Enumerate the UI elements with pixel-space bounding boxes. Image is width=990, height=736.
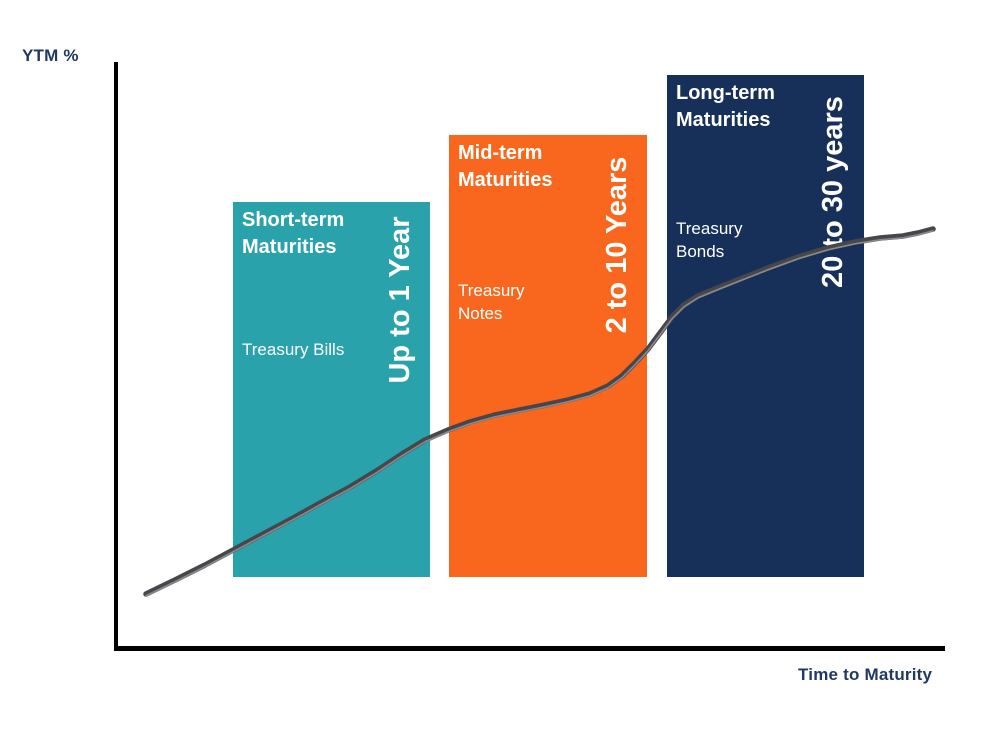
bar-long-term-security: Treasury Bonds	[676, 219, 743, 261]
bar-short-term-security: Treasury Bills	[242, 340, 345, 359]
y-axis-line	[114, 62, 118, 650]
bar-long-term-range-label: 20 to 30 years	[817, 96, 849, 288]
bar-short-term-title: Short-term Maturities	[242, 209, 345, 258]
x-axis-line	[114, 646, 945, 651]
bar-mid-term-title: Mid-term Maturities	[458, 142, 553, 191]
bar-mid-term-range-label: 2 to 10 Years	[601, 156, 633, 334]
bar-long-term-title: Long-term Maturities	[676, 82, 775, 131]
bar-short-term-range-label: Up to 1 Year	[384, 216, 416, 384]
x-axis-label: Time to Maturity	[798, 665, 933, 684]
bar-mid-term-security: Treasury Notes	[458, 281, 525, 323]
y-axis-label: YTM %	[22, 46, 79, 65]
